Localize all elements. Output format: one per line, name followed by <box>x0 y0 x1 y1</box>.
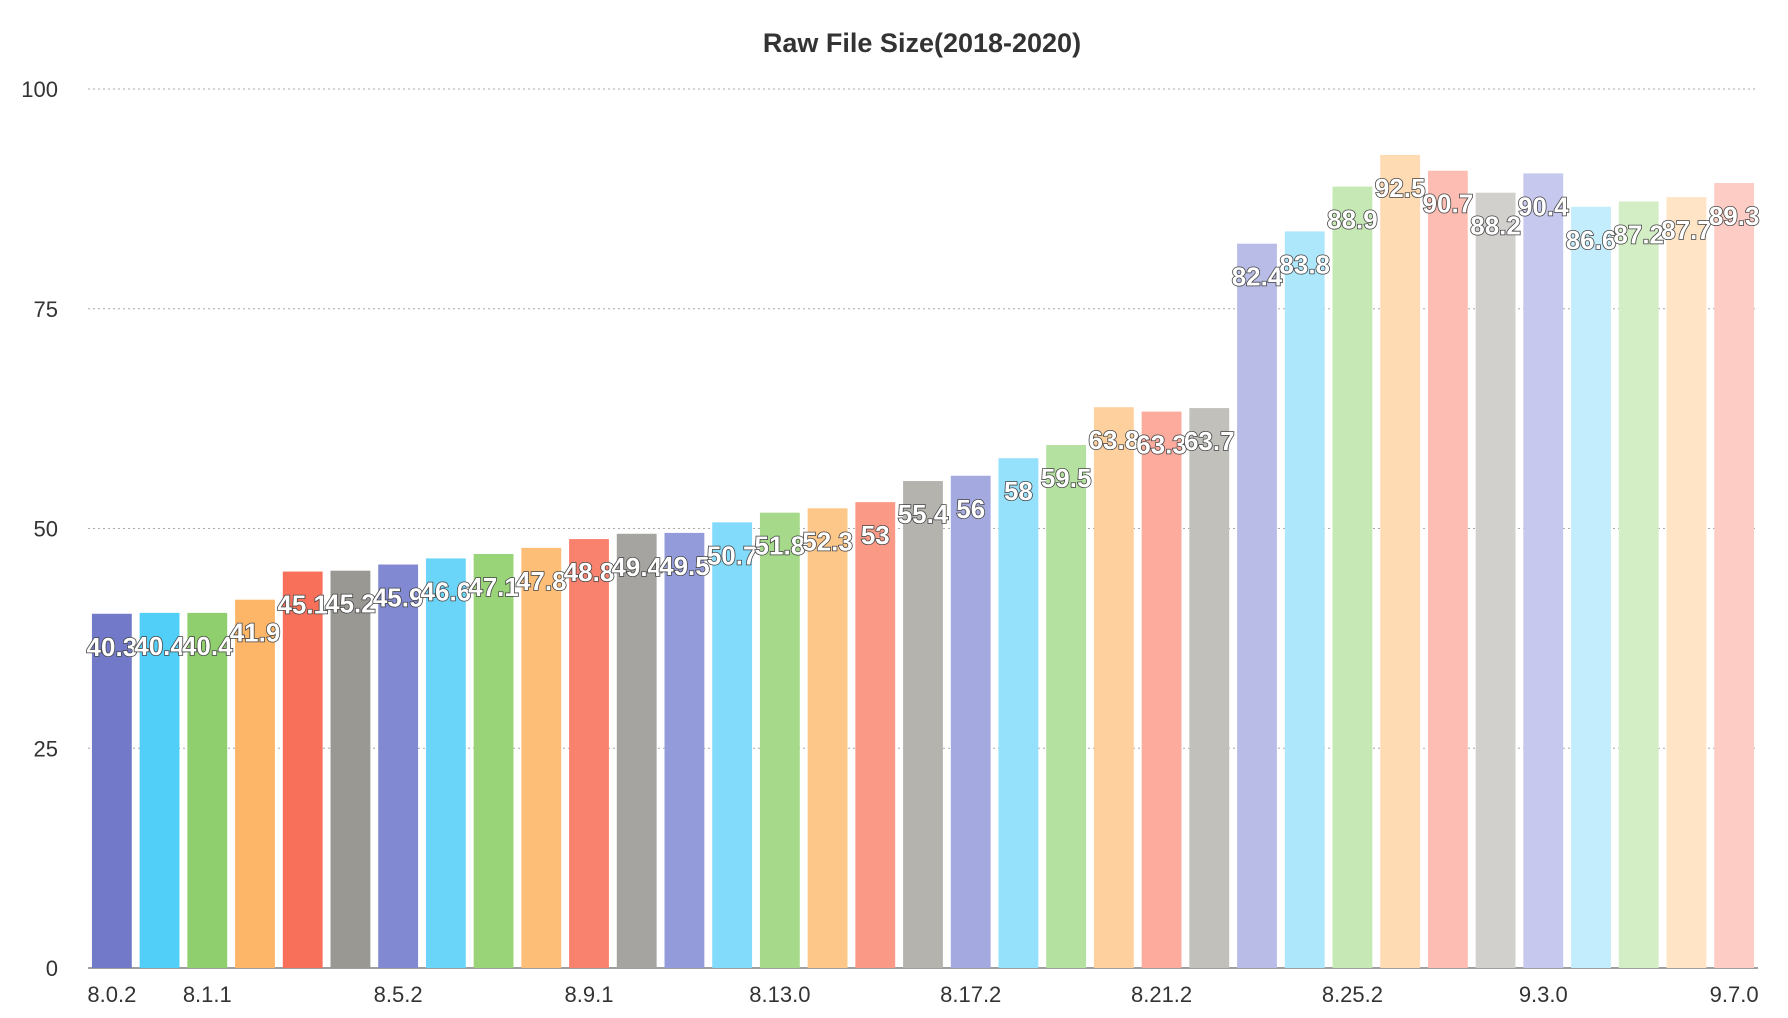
bar <box>569 539 609 968</box>
data-label: 53 <box>861 520 890 550</box>
data-label: 40.3 <box>87 632 138 662</box>
bar <box>378 564 419 968</box>
data-label: 45.9 <box>373 583 424 613</box>
bar <box>1189 408 1230 968</box>
data-label: 49.5 <box>659 551 710 581</box>
bar <box>1666 197 1707 968</box>
data-label: 55.4 <box>898 499 949 529</box>
data-label: 56 <box>956 494 985 524</box>
x-tick-label: 8.1.1 <box>183 982 232 1007</box>
y-tick-label: 75 <box>34 297 58 322</box>
data-label: 50.7 <box>707 540 758 570</box>
data-label: 90.4 <box>1518 191 1569 221</box>
y-tick-label: 100 <box>21 77 58 102</box>
bar <box>712 522 753 968</box>
bar <box>1475 192 1516 969</box>
bar <box>1046 444 1087 968</box>
x-tick-label: 8.13.0 <box>749 982 810 1007</box>
bar <box>1380 154 1421 969</box>
bar <box>855 502 896 968</box>
bar <box>616 533 657 968</box>
bar <box>91 613 132 968</box>
bar <box>330 570 371 968</box>
bars <box>91 154 1755 969</box>
chart-title: Raw File Size(2018-2020) <box>763 28 1081 58</box>
data-label: 47.1 <box>468 572 519 602</box>
bar <box>473 553 514 968</box>
data-label: 45.1 <box>277 590 328 620</box>
data-label: 40.4 <box>134 631 185 661</box>
data-label: 88.2 <box>1470 211 1521 241</box>
bar <box>1571 206 1611 968</box>
x-tick-label: 8.17.2 <box>940 982 1001 1007</box>
bar <box>1618 201 1659 969</box>
data-label: 86.6 <box>1566 225 1617 255</box>
bar <box>1714 183 1755 969</box>
data-label: 41.9 <box>230 618 281 648</box>
x-tick-label: 8.25.2 <box>1322 982 1383 1007</box>
data-label: 47.8 <box>516 566 567 596</box>
y-tick-label: 25 <box>34 736 58 761</box>
data-label: 48.8 <box>564 557 615 587</box>
x-tick-label: 9.3.0 <box>1519 982 1568 1007</box>
data-label: 82.4 <box>1232 262 1283 292</box>
x-tick-label: 8.0.2 <box>87 982 136 1007</box>
data-label: 63.7 <box>1184 426 1235 456</box>
data-label: 63.3 <box>1136 430 1187 460</box>
data-label: 40.4 <box>182 631 233 661</box>
bar <box>1141 411 1182 968</box>
data-label: 90.7 <box>1423 189 1474 219</box>
bar <box>1523 173 1564 968</box>
bar <box>1237 243 1277 969</box>
data-label: 58 <box>1004 476 1033 506</box>
data-label: 92.5 <box>1375 173 1426 203</box>
data-labels: 40.340.440.441.945.145.245.946.647.147.8… <box>86 172 1760 662</box>
bar <box>235 599 275 968</box>
y-tick-label: 0 <box>46 956 58 981</box>
bar <box>1332 186 1373 969</box>
bar <box>425 558 466 968</box>
data-label: 63.8 <box>1089 425 1140 455</box>
bar <box>187 612 228 968</box>
data-label: 45.2 <box>325 589 376 619</box>
bar <box>807 508 848 968</box>
data-label: 88.9 <box>1327 205 1378 235</box>
data-label: 87.2 <box>1613 220 1664 250</box>
x-tick-label: 8.21.2 <box>1131 982 1192 1007</box>
data-label: 59.5 <box>1041 463 1092 493</box>
x-tick-label: 8.5.2 <box>374 982 423 1007</box>
bar <box>1093 407 1134 968</box>
data-label: 83.8 <box>1279 249 1330 279</box>
bar <box>1427 170 1468 968</box>
x-tick-label: 8.9.1 <box>565 982 614 1007</box>
bar <box>998 458 1039 968</box>
bar <box>139 612 180 968</box>
bar <box>664 532 705 968</box>
bar <box>1284 231 1325 968</box>
data-label: 46.6 <box>421 576 472 606</box>
data-label: 89.3 <box>1709 201 1760 231</box>
data-label: 52.3 <box>802 526 853 556</box>
x-tick-label: 9.7.0 <box>1710 982 1759 1007</box>
data-label: 51.8 <box>755 531 806 561</box>
data-label: 49.4 <box>611 552 662 582</box>
data-label: 87.7 <box>1661 215 1712 245</box>
bar <box>903 481 943 968</box>
bar <box>950 475 991 968</box>
y-tick-label: 50 <box>34 517 58 542</box>
bar <box>282 571 323 968</box>
bar <box>521 547 562 968</box>
bar <box>759 512 800 968</box>
